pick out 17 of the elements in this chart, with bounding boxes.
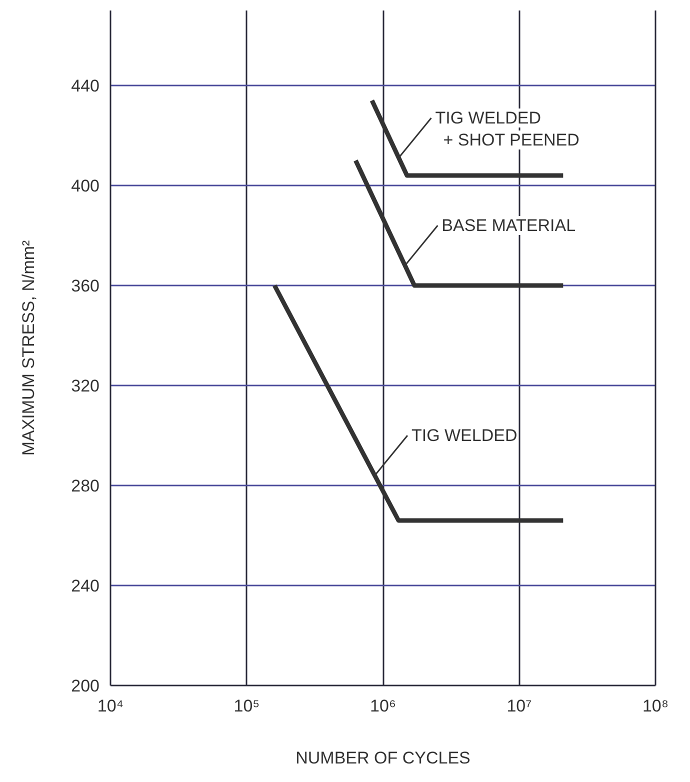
x-tick-label: 10⁴	[97, 696, 124, 716]
annotation: TIG WELDED	[411, 426, 518, 445]
y-tick-label: 240	[71, 576, 100, 596]
y-tick-label: 280	[71, 476, 100, 496]
annotation: TIG WELDED + SHOT PEENED	[435, 108, 580, 150]
y-tick-label: 200	[71, 676, 100, 696]
x-tick-label: 10⁸	[642, 696, 669, 716]
x-tick-label: 10⁵	[234, 696, 260, 716]
y-tick-label: 400	[71, 176, 100, 196]
y-axis-title: MAXIMUM STRESS, N/mm²	[19, 240, 38, 456]
y-tick-label: 360	[71, 276, 100, 296]
x-axis-title: NUMBER OF CYCLES	[296, 748, 470, 768]
annotation: BASE MATERIAL	[442, 216, 576, 235]
x-tick-label: 10⁷	[506, 696, 532, 716]
y-tick-label: 440	[71, 76, 100, 96]
x-tick-label: 10⁶	[370, 696, 396, 716]
y-tick-label: 320	[71, 376, 100, 396]
